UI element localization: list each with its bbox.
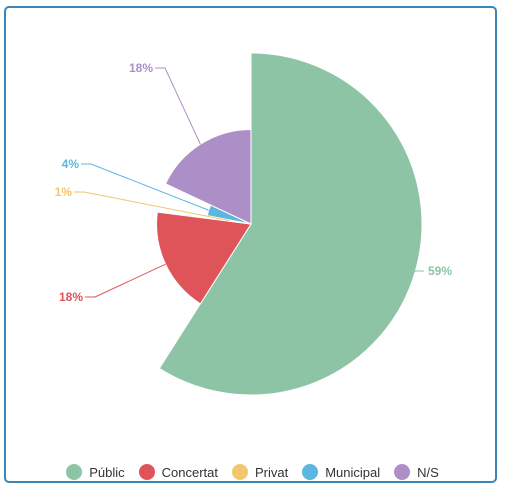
leader-line-concertat (85, 263, 166, 298)
pie-slice-public[interactable] (158, 52, 423, 396)
legend-label-concertat: Concertat (161, 464, 218, 480)
slice-label-public: 59% (428, 264, 452, 278)
slice-label-ns: 18% (129, 61, 153, 75)
pie-slice-concertat[interactable] (156, 211, 252, 305)
leader-line-public (414, 270, 424, 273)
legend-label-privat: Privat (254, 464, 289, 480)
legend-dot-public (66, 464, 83, 480)
legend-dot-concertat (138, 464, 155, 480)
pie-slices (156, 52, 423, 396)
legend-item-concertat[interactable]: Concertat (138, 464, 218, 480)
legend-item-municipal[interactable]: Municipal (302, 464, 380, 480)
legend-label-municipal: Municipal (325, 464, 381, 480)
legend-dot-privat (231, 464, 248, 480)
leader-line-privat (74, 191, 230, 222)
slice-label-municipal: 4% (62, 157, 80, 171)
leader-line-ns (155, 67, 201, 145)
legend: Públic Concertat Privat Municipal N/S (0, 462, 505, 482)
legend-item-ns[interactable]: N/S (394, 464, 439, 480)
legend-label-public: Públic (89, 464, 125, 480)
slice-label-privat: 1% (55, 185, 73, 199)
leader-lines (74, 67, 424, 298)
legend-label-ns: N/S (417, 464, 439, 480)
legend-item-public[interactable]: Públic (66, 464, 125, 480)
slice-label-concertat: 18% (59, 290, 83, 304)
legend-dot-municipal (302, 464, 319, 480)
legend-dot-ns (394, 464, 411, 480)
slice-labels: 59% 18% 1% 4% 18% (55, 61, 453, 304)
leader-line-municipal (81, 163, 209, 211)
legend-item-privat[interactable]: Privat (231, 464, 289, 480)
